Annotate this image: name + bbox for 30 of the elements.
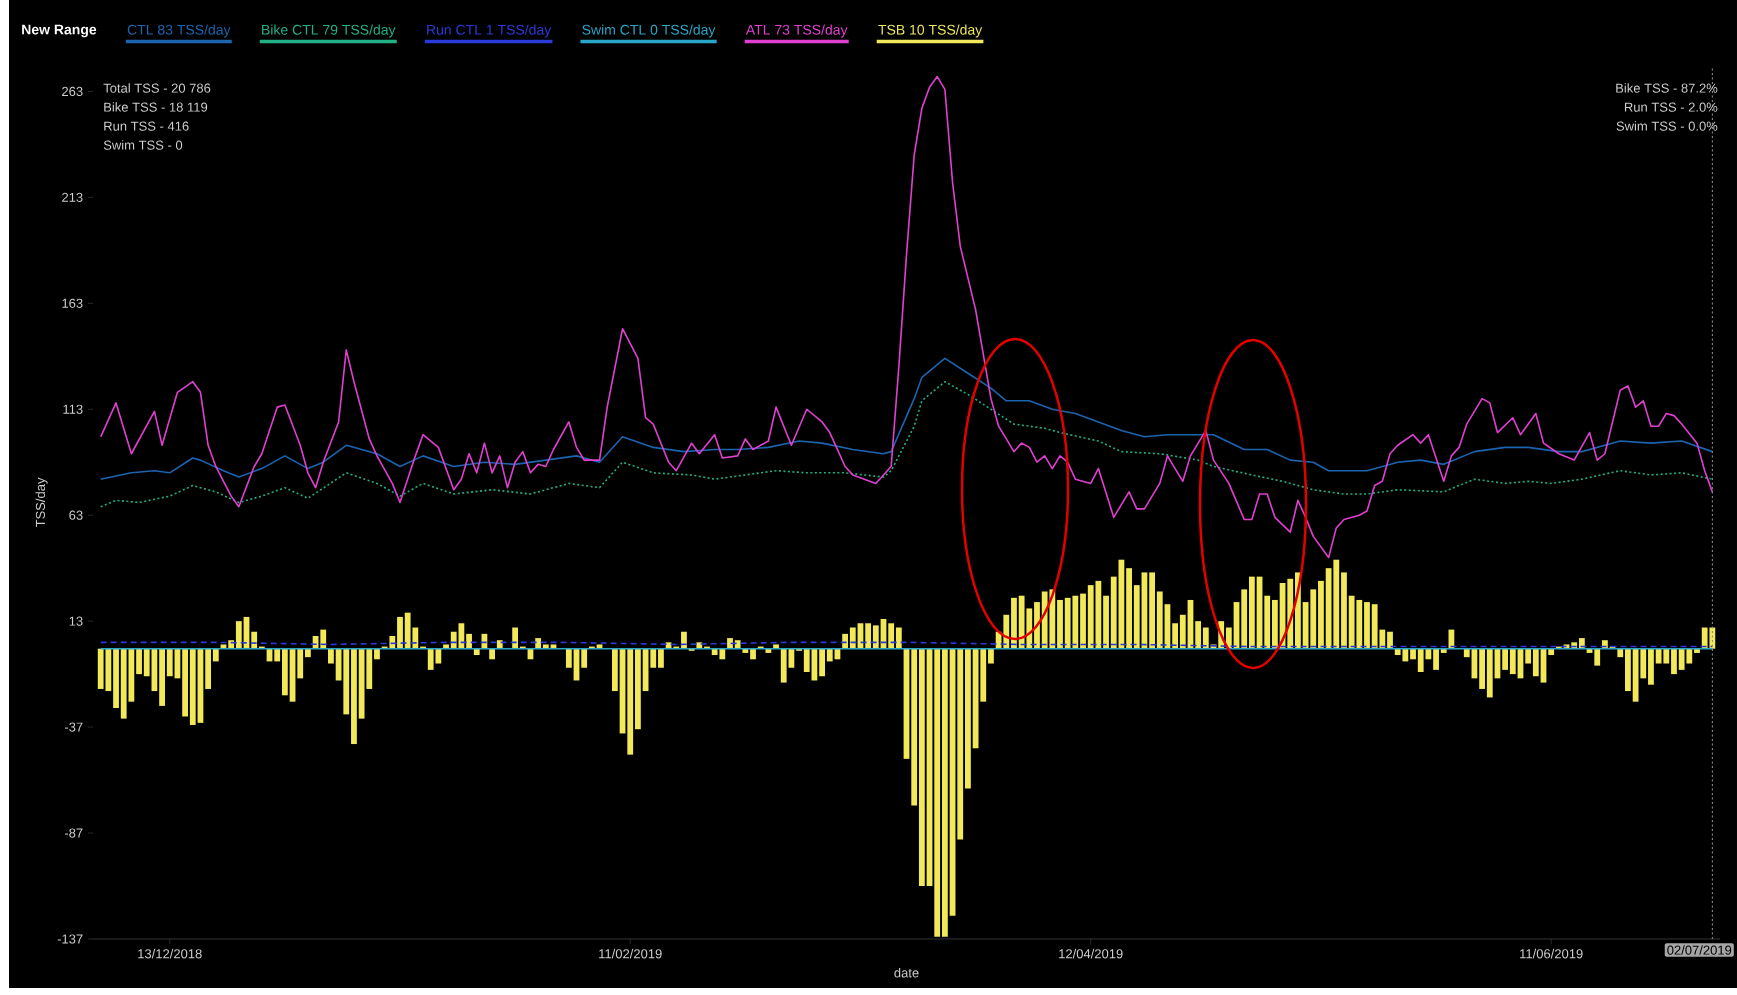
y-tick-label: -137 [57, 934, 83, 944]
annotation: Run TSS - 2.0% [1624, 102, 1718, 112]
x-tick-label: 11/02/2019 [599, 948, 662, 959]
y-tick-label: -87 [64, 828, 83, 838]
y-tick-label: 13 [69, 616, 83, 626]
annotation: Bike TSS - 18 119 [104, 102, 208, 112]
y-axis-title: TSS/day [35, 477, 48, 528]
text: ATL 73 TSS/day [745, 24, 848, 38]
text: CTL 83 TSS/day [127, 24, 231, 38]
x-tick-label: 13/12/2018 [138, 948, 202, 959]
x-axis-title: date [894, 967, 919, 978]
annotation: Total TSS - 20 786 [103, 83, 211, 93]
chart-title: New Range [22, 24, 97, 38]
y-tick-label: 113 [63, 404, 83, 414]
y-tick-label: 263 [62, 86, 83, 97]
y-tick-label: 63 [69, 510, 83, 520]
annotation: Run TSS - 416 [104, 121, 189, 131]
ref-line-label: 02/07/2019 [1667, 945, 1732, 955]
y-tick-label: 213 [62, 192, 83, 202]
y-tick-label: -37 [64, 722, 83, 732]
y-tick-label: 163 [62, 298, 83, 308]
annotation: Swim TSS - 0.0% [1616, 121, 1718, 131]
x-tick-label: 11/06/2019 [1520, 948, 1583, 959]
annotation: Bike TSS - 87.2% [1616, 83, 1718, 93]
x-tick-label: 12/04/2019 [1059, 948, 1123, 959]
text: TSB 10 TSS/day [878, 24, 983, 38]
text: Run CTL 1 TSS/day [427, 24, 552, 38]
text: Bike CTL 79 TSS/day [262, 24, 396, 38]
text: Swim CTL 0 TSS/day [582, 24, 716, 38]
annotation: Swim TSS - 0 [103, 140, 183, 150]
